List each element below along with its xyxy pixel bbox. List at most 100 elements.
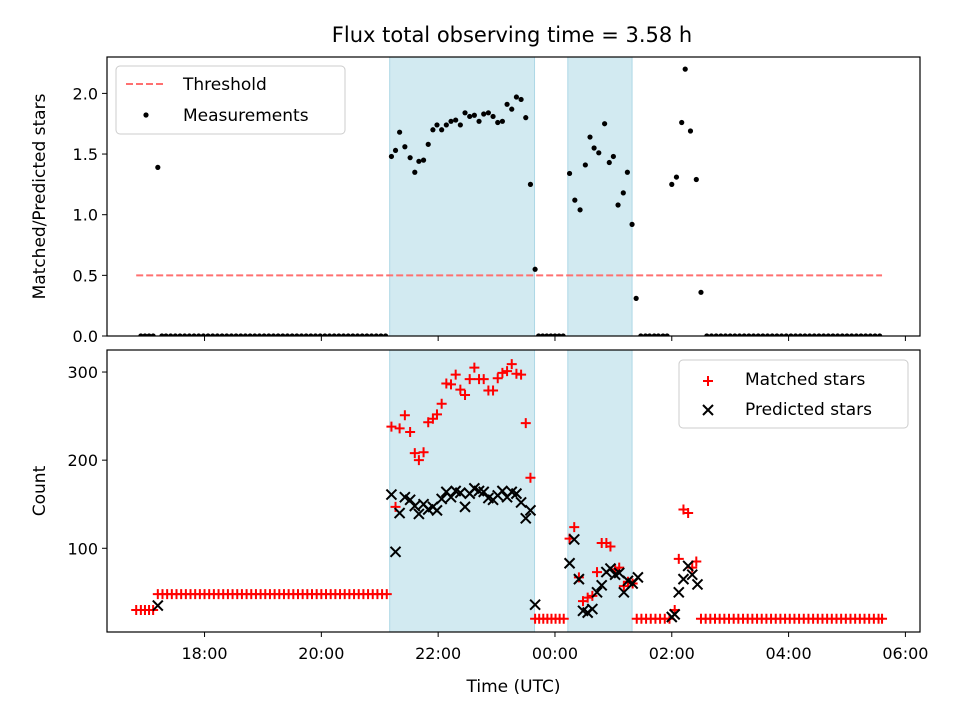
x-tick-label: 04:00 xyxy=(766,644,812,663)
x-tick-label: 02:00 xyxy=(649,644,695,663)
measurement-point xyxy=(577,207,583,213)
measurement-point xyxy=(620,190,626,196)
legend-predicted-swatch xyxy=(702,404,714,416)
matched-point xyxy=(455,384,466,395)
measurement-point xyxy=(294,333,300,336)
legend: Threshold Measurements xyxy=(115,65,346,135)
measurement-point xyxy=(256,333,263,336)
measurement-point xyxy=(741,333,747,336)
measurement-point xyxy=(582,162,588,168)
matched-point xyxy=(394,423,405,434)
legend-matched-swatch xyxy=(703,376,713,386)
predicted-point xyxy=(618,586,630,599)
matched-point xyxy=(582,592,593,603)
shaded-interval-2 xyxy=(567,57,633,336)
measurement-point xyxy=(540,333,546,336)
measurement-point xyxy=(443,122,449,128)
measurement-point xyxy=(317,333,323,336)
y-tick-label: 300 xyxy=(67,363,98,382)
measurement-point xyxy=(182,333,188,336)
measurement-point xyxy=(373,333,379,336)
measurement-point xyxy=(536,333,542,336)
measurement-point xyxy=(853,333,859,336)
x-axis-label: Time (UTC) xyxy=(466,677,561,697)
measurement-point xyxy=(732,333,738,336)
measurement-point xyxy=(523,115,529,121)
y-tick-label: 0.0 xyxy=(73,327,98,346)
measurement-point xyxy=(713,333,719,336)
legend-predicted-label: Predicted stars xyxy=(745,400,872,420)
measurement-point xyxy=(453,117,459,123)
y-tick-label: 1.0 xyxy=(73,206,98,225)
y-tick-label: 2.0 xyxy=(73,84,98,103)
measurement-point xyxy=(439,127,445,133)
y-tick-label: 1.5 xyxy=(73,145,98,164)
y-axis-label: Matched/Predicted stars xyxy=(30,93,50,299)
predicted-point xyxy=(686,569,698,581)
measurement-point xyxy=(168,333,174,336)
measurement-point xyxy=(219,333,225,336)
predicted-point xyxy=(529,598,541,611)
measurement-point xyxy=(416,158,422,164)
measurement-point xyxy=(655,333,661,336)
measurement-point xyxy=(331,333,337,336)
x-tick-label: 20:00 xyxy=(298,644,344,663)
measurement-point xyxy=(624,169,630,175)
measurement-point xyxy=(669,181,675,187)
measurement-point xyxy=(844,333,850,336)
predicted-point xyxy=(591,586,603,599)
measurement-point xyxy=(457,122,463,128)
measurement-point xyxy=(412,169,418,175)
measurement-point xyxy=(205,333,211,336)
measurement-point xyxy=(275,333,281,336)
measurement-point xyxy=(368,333,375,336)
legend-matched-label: Matched stars xyxy=(745,370,865,390)
legend-box xyxy=(678,359,909,429)
measurement-point xyxy=(693,176,699,183)
measurement-point xyxy=(322,333,328,336)
measurement-point xyxy=(783,333,789,336)
matched-point xyxy=(488,385,499,396)
matched-point xyxy=(592,567,603,578)
predicted-point xyxy=(563,557,576,569)
measurement-point xyxy=(682,66,688,72)
matched-point xyxy=(683,508,694,519)
measurement-point xyxy=(392,147,399,154)
measurement-point xyxy=(476,118,482,124)
matched-point xyxy=(431,409,442,420)
predicted-point xyxy=(682,560,694,572)
measurement-point xyxy=(673,174,680,180)
measurement-point xyxy=(308,333,314,336)
measurement-point xyxy=(660,333,666,336)
measurement-point xyxy=(336,333,342,336)
measurement-point xyxy=(345,333,351,336)
predicted-point xyxy=(389,546,402,558)
matched-point xyxy=(413,455,424,466)
measurement-point xyxy=(266,333,272,336)
measurement-point xyxy=(727,333,733,336)
measurement-point xyxy=(863,333,869,336)
measurement-point xyxy=(407,155,413,161)
predicted-point xyxy=(595,579,608,592)
predicted-point xyxy=(632,571,644,584)
measurement-point xyxy=(350,333,356,336)
predicted-point xyxy=(573,573,585,585)
measurement-point xyxy=(490,113,496,120)
predicted-point xyxy=(393,507,406,519)
matched-point xyxy=(436,398,447,409)
measurement-point xyxy=(163,333,169,336)
x-tick-label: 00:00 xyxy=(532,644,578,663)
measurement-point xyxy=(651,333,657,336)
measurement-point xyxy=(471,112,477,118)
matched-point xyxy=(469,362,480,373)
measurement-point xyxy=(867,333,873,336)
predicted-point xyxy=(431,504,443,517)
measurement-point xyxy=(247,333,253,336)
measurement-point xyxy=(359,333,365,336)
predicted-point xyxy=(404,494,416,506)
measurement-point xyxy=(425,141,431,147)
panel-1: 0.0 0.5 1.0 1.5 2.0 Matched/Predicted stars Th… xyxy=(30,56,921,346)
measurement-point xyxy=(513,94,520,100)
measurement-point xyxy=(509,106,515,112)
